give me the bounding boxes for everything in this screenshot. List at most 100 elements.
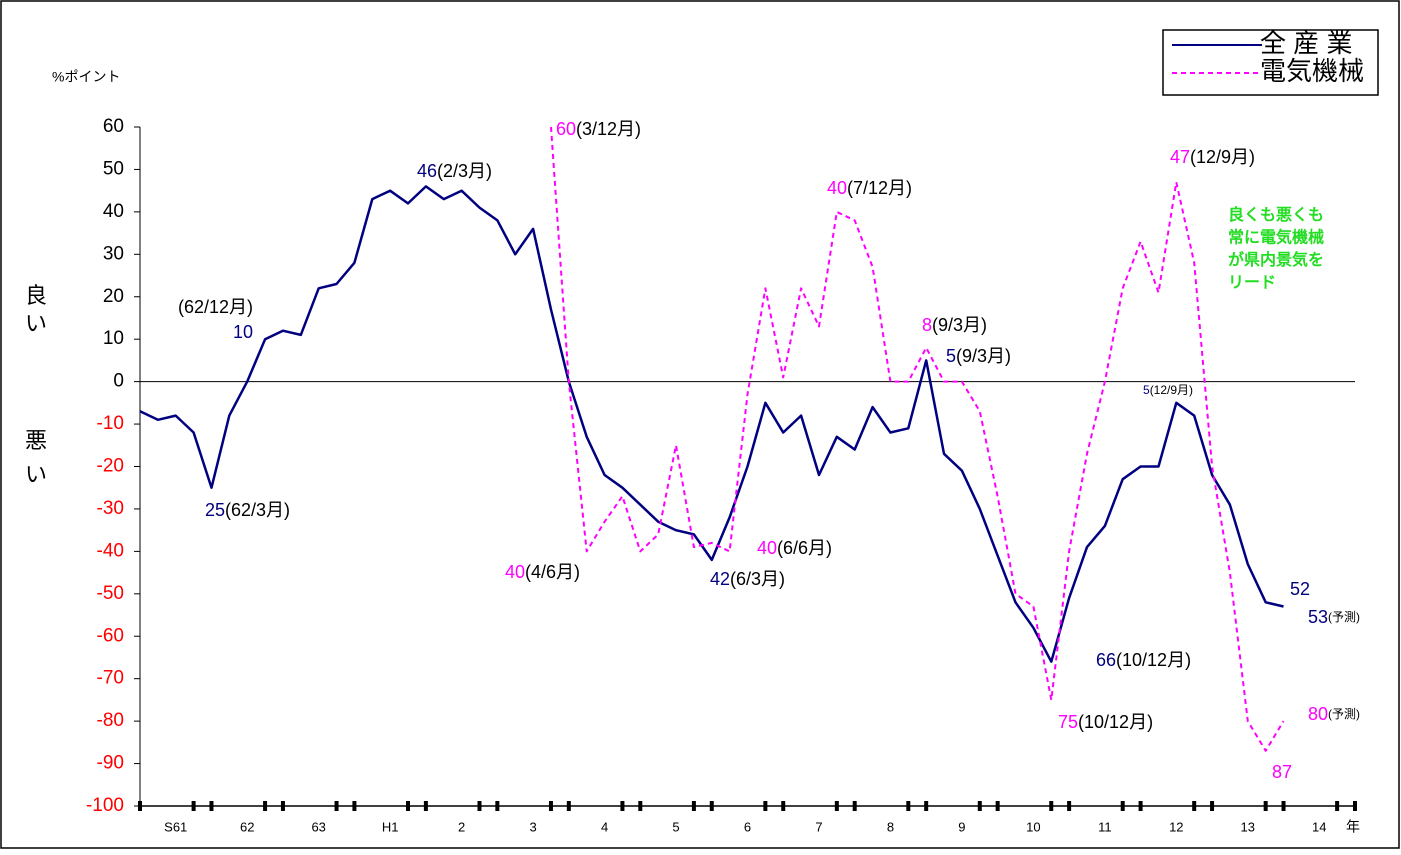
y-tick-label: 60: [103, 116, 124, 137]
y-tick-label: -90: [97, 753, 124, 774]
annotation: 80(予測): [1308, 704, 1360, 724]
y-tick-label: 50: [103, 158, 124, 179]
y-tick-label: 30: [103, 243, 124, 264]
x-tick-label: 13: [1241, 819, 1255, 834]
annotation-number: 40: [505, 562, 525, 582]
good-label: い: [25, 311, 47, 336]
annotation-number: 25: [205, 500, 225, 520]
annotation-number: 5: [946, 346, 956, 366]
annotation-number: 42: [710, 569, 730, 589]
annotation: 46(2/3月): [417, 161, 492, 181]
series-line: [550, 126, 1285, 752]
y-tick-label: -50: [97, 583, 124, 604]
y-tick-label: -40: [97, 540, 124, 561]
x-tick-label: 12: [1169, 819, 1183, 834]
annotation-note: (4/6月): [525, 562, 580, 582]
annotation: 87: [1272, 762, 1292, 782]
x-tick-label: 63: [311, 819, 325, 834]
annotation-number: 66: [1096, 650, 1116, 670]
y-tick-label: -70: [97, 668, 124, 689]
annotation: 40(4/6月): [505, 562, 580, 582]
legend-label: 電気機械: [1260, 56, 1364, 86]
annotation-number: 53: [1308, 607, 1328, 627]
x-tick-label: S61: [164, 819, 187, 834]
annotation: 5(12/9月): [1143, 383, 1193, 397]
annotation: 5(9/3月): [946, 346, 1011, 366]
annotation: 40(6/6月): [757, 538, 832, 558]
y-tick-label: -60: [97, 625, 124, 646]
annotation-number: 40: [827, 178, 847, 198]
annotation-number: 46: [417, 161, 437, 181]
y-tick-label: 40: [103, 201, 124, 222]
y-tick-label: 20: [103, 286, 124, 307]
x-tick-label: 5: [672, 819, 679, 834]
annotation: 53(予測): [1308, 607, 1360, 627]
x-tick-label: 3: [529, 819, 536, 834]
x-tick-label: 8: [887, 819, 894, 834]
x-unit: 年: [1346, 819, 1360, 835]
annotation-number: 5: [1143, 383, 1150, 397]
annotation-number: 47: [1170, 147, 1190, 167]
annotation: 8(9/3月): [922, 315, 987, 335]
annotation-note: (6/6月): [777, 538, 832, 558]
x-tick-label: H1: [382, 819, 399, 834]
x-tick-label: 9: [958, 819, 965, 834]
y-tick-label: -80: [97, 710, 124, 731]
x-tick-label: 7: [815, 819, 822, 834]
comment: 良くも悪くも: [1228, 205, 1324, 224]
y-tick-label: -100: [86, 795, 124, 816]
annotation: 47(12/9月): [1170, 147, 1255, 167]
annotation-number: 40: [757, 538, 777, 558]
annotation: 42(6/3月): [710, 569, 785, 589]
annotation-note: (6/3月): [730, 569, 785, 589]
annotation-note: (予測): [1328, 707, 1360, 721]
annotation-number: 75: [1058, 712, 1078, 732]
annotation-note: (予測): [1328, 610, 1360, 624]
annotation-number: 87: [1272, 762, 1292, 782]
y-tick-label: 0: [113, 371, 124, 392]
x-tick-label: 11: [1098, 819, 1112, 834]
comment: リード: [1228, 275, 1276, 292]
annotation-note: (12/9月): [1150, 383, 1193, 397]
annotation-number: 10: [233, 322, 253, 342]
bad-label: い: [25, 462, 47, 487]
y-tick-label: 10: [103, 328, 124, 349]
x-tick-label: 6: [744, 819, 751, 834]
annotation-note: (9/3月): [932, 315, 987, 335]
annotation-note: (12/9月): [1190, 147, 1255, 167]
x-tick-label: 2: [458, 819, 465, 834]
annotation: 66(10/12月): [1096, 650, 1191, 670]
annotation-number: 60: [556, 119, 576, 139]
annotation-note: (2/3月): [437, 161, 492, 181]
bad-label: 悪: [25, 428, 47, 453]
y-tick-label: -30: [97, 498, 124, 519]
annotation: 25(62/3月): [205, 500, 290, 520]
annotation-note: (9/3月): [956, 346, 1011, 366]
annotation: 40(7/12月): [827, 178, 912, 198]
annotation: 60(3/12月): [556, 119, 641, 139]
comment: が県内景気を: [1228, 250, 1324, 269]
annotation-note: (62/12月): [178, 297, 253, 317]
annotation-note: (10/12月): [1116, 650, 1191, 670]
annotation-number: 80: [1308, 704, 1328, 724]
annotation-note: (3/12月): [576, 119, 641, 139]
x-tick-label: 14: [1312, 819, 1326, 834]
annotation: 75(10/12月): [1058, 712, 1153, 732]
y-unit: %ポイント: [52, 69, 120, 85]
annotation-note: (10/12月): [1078, 712, 1153, 732]
annotation-note: (7/12月): [847, 178, 912, 198]
x-tick-label: 62: [240, 819, 254, 834]
legend-label: 全 産 業: [1260, 28, 1352, 58]
series-line: [139, 185, 1284, 663]
annotation-number: 52: [1290, 579, 1310, 599]
comment: 常に電気機械: [1228, 228, 1324, 247]
annotation: 52: [1290, 579, 1310, 599]
x-tick-label: 10: [1026, 819, 1040, 834]
y-tick-label: -20: [97, 456, 124, 477]
annotation-number: 8: [922, 315, 932, 335]
legend-box: [1162, 29, 1379, 96]
annotation-note: (62/3月): [225, 500, 290, 520]
